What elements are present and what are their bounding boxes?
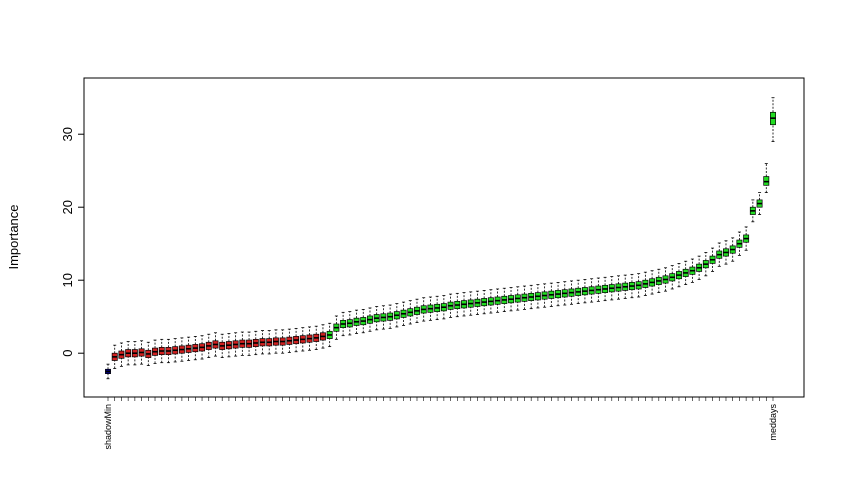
x-tick-label: shadowMin bbox=[103, 404, 113, 450]
y-axis-label: Importance bbox=[6, 204, 21, 269]
y-tick-label: 0 bbox=[60, 350, 75, 357]
y-tick-label: 20 bbox=[60, 200, 75, 214]
y-tick-label: 10 bbox=[60, 273, 75, 287]
y-tick-label: 30 bbox=[60, 127, 75, 141]
plot-frame bbox=[83, 77, 805, 398]
x-tick-label: meddays bbox=[768, 404, 778, 441]
